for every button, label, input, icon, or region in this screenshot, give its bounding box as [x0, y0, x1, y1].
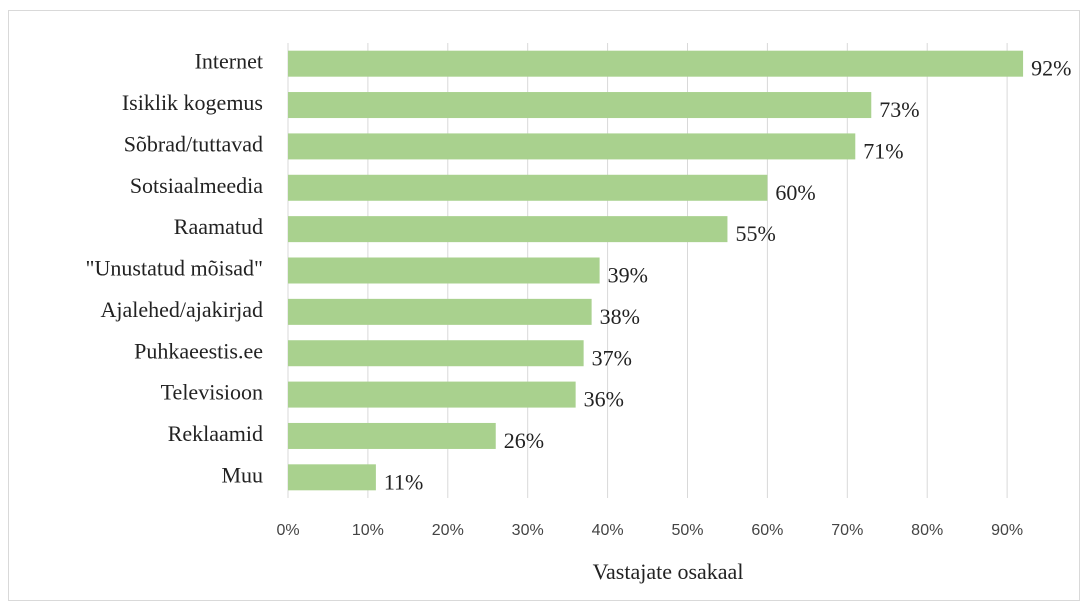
y-tick-label: Sotsiaalmeedia [130, 173, 263, 198]
bar [288, 464, 376, 491]
y-tick-label: Muu [221, 462, 263, 487]
x-tick-label: 90% [991, 522, 1023, 539]
bar [288, 174, 768, 201]
y-tick-label: "Unustatud mõisad" [86, 256, 263, 281]
value-label: 38% [600, 304, 640, 329]
value-label: 55% [735, 221, 775, 246]
y-tick-label: Puhkaeestis.ee [134, 338, 263, 363]
value-label: 37% [592, 345, 632, 370]
value-label: 11% [384, 469, 424, 494]
x-tick-label: 50% [671, 522, 703, 539]
y-tick-label: Internet [195, 49, 263, 74]
bar [288, 381, 576, 408]
x-axis-title: Vastajate osakaal [593, 559, 744, 584]
y-tick-label: Isiklik kogemus [122, 90, 263, 115]
y-tick-label: Reklaamid [168, 421, 263, 446]
value-label: 26% [504, 428, 544, 453]
x-tick-label: 10% [352, 522, 384, 539]
bar [288, 340, 584, 367]
bar [288, 92, 872, 119]
y-tick-label: Sõbrad/tuttavad [124, 131, 263, 156]
bar [288, 50, 1024, 77]
value-label: 36% [584, 387, 624, 412]
x-tick-label: 0% [276, 522, 299, 539]
bar [288, 216, 728, 243]
bar [288, 257, 600, 284]
x-tick-label: 80% [911, 522, 943, 539]
value-label: 73% [879, 97, 919, 122]
value-label: 71% [863, 138, 903, 163]
value-label: 92% [1031, 56, 1071, 81]
x-tick-label: 70% [831, 522, 863, 539]
bar [288, 422, 496, 449]
x-tick-label: 20% [432, 522, 464, 539]
x-tick-label: 30% [512, 522, 544, 539]
value-label: 60% [775, 180, 815, 205]
x-tick-label: 40% [592, 522, 624, 539]
y-tick-label: Raamatud [174, 214, 263, 239]
y-tick-label: Televisioon [161, 380, 263, 405]
bar [288, 298, 592, 325]
y-tick-label: Ajalehed/ajakirjad [101, 297, 263, 322]
x-tick-label: 60% [751, 522, 783, 539]
bar [288, 133, 856, 160]
value-label: 39% [608, 263, 648, 288]
